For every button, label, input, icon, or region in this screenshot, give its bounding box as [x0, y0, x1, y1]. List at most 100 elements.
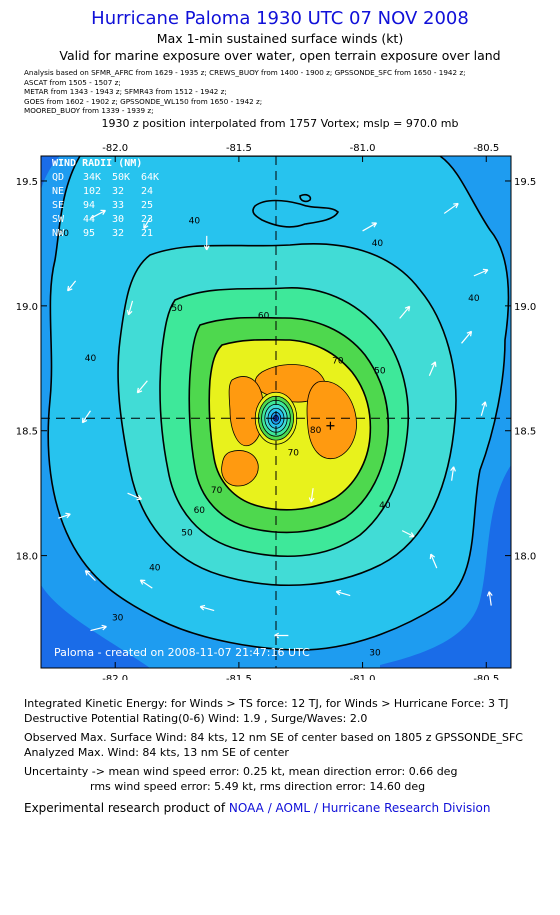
plot-frame	[40, 155, 512, 669]
x-tick-label-bottom: -81.5	[226, 674, 252, 680]
band-80kt-lobe-east	[306, 380, 357, 460]
credit-line: Experimental research product of NOAA / …	[24, 801, 490, 815]
wind-radii-cell: 30	[112, 214, 124, 225]
wind-arrow	[139, 579, 153, 589]
wind-radii-cell: 21	[141, 228, 153, 239]
y-tick-label-left: 18.5	[16, 427, 38, 438]
y-tick-label-right: 19.0	[514, 302, 536, 313]
y-tick-label-right: 18.0	[514, 552, 536, 563]
wind-radii-column: 64K	[141, 172, 159, 183]
contour-label: 30	[112, 614, 124, 624]
x-tick-label-top: -82.0	[102, 143, 128, 154]
wind-arrow	[428, 361, 437, 377]
ike-stat: Integrated Kinetic Energy: for Winds > T…	[24, 697, 509, 710]
wind-arrow	[81, 410, 91, 424]
wind-arrow	[335, 589, 351, 597]
uncertainty-mean: Uncertainty -> mean wind speed error: 0.…	[24, 765, 458, 778]
contour-label: 40	[85, 354, 97, 364]
contour-label: 50	[181, 529, 193, 539]
contour-label: 30	[58, 229, 70, 239]
wind-radii-cell: 23	[141, 214, 153, 225]
band-80kt-lobe-south	[221, 450, 259, 487]
contour-label: 40	[189, 216, 201, 226]
position-note: 1930 z position interpolated from 1757 V…	[101, 117, 459, 130]
analysis-source-line: METAR from 1343 - 1943 z; SFMR43 from 15…	[24, 87, 227, 96]
contour-label: 50	[374, 366, 386, 376]
wind-radii-cell: 33	[112, 200, 124, 211]
wind-radii-cell: NW	[52, 228, 65, 239]
x-tick-label-top: -81.0	[350, 143, 376, 154]
wind-radii-title: WIND RADII (NM)	[52, 158, 142, 169]
band-80kt-lobe-west	[228, 376, 264, 447]
analysis-source-line: Analysis based on SFMR_AFRC from 1629 - …	[24, 68, 466, 77]
wind-arrow	[461, 330, 473, 344]
wind-arrow	[58, 512, 71, 519]
wind-radii-cell: 102	[83, 186, 101, 197]
wind-arrow	[486, 591, 493, 606]
wind-arrow	[443, 202, 459, 214]
wind-arrow	[90, 209, 106, 219]
y-tick-label-left: 19.0	[16, 302, 38, 313]
wind-radii-column: 34K	[83, 172, 101, 183]
wind-arrow	[401, 530, 415, 538]
wind-radii-column: 50K	[112, 172, 130, 183]
contour-label: 50	[171, 304, 183, 314]
wind-arrow	[308, 488, 315, 503]
wind-arrow	[143, 218, 151, 229]
wind-radii-column: QD	[52, 172, 64, 183]
wind-radii-cell: NE	[52, 186, 64, 197]
wind-arrow	[67, 280, 77, 292]
x-tick-label-bottom: -82.0	[102, 674, 128, 680]
chart-title: Hurricane Paloma 1930 UTC 07 NOV 2008	[91, 8, 469, 29]
contour-label: 70	[332, 356, 344, 366]
uncertainty-rms: rms wind speed error: 5.49 kt, rms direc…	[90, 780, 426, 793]
wind-radii-cell: 25	[141, 200, 153, 211]
wind-arrow	[480, 401, 488, 416]
chart-subtitle-exposure: Valid for marine exposure over water, op…	[59, 48, 501, 63]
wind-radii-cell: 32	[112, 228, 124, 239]
analysis-source-line: GOES from 1602 - 1902 z; GPSSONDE_WL150 …	[24, 97, 263, 106]
contour-label: 70	[211, 486, 223, 496]
plot-credit-label: Paloma - created on 2008-11-07 21:47:16 …	[54, 646, 310, 659]
wind-radii-cell: 24	[141, 186, 153, 197]
contour-label: 70	[288, 449, 300, 459]
wind-arrow	[126, 300, 134, 316]
wind-arrow	[127, 492, 143, 501]
wind-radii-cell: SE	[52, 200, 64, 211]
y-tick-label-right: 19.5	[514, 177, 536, 188]
wind-radii-cell: 94	[83, 200, 95, 211]
wind-arrow	[84, 570, 96, 582]
contour-label: 40	[372, 239, 384, 249]
chart-subtitle: Max 1-min sustained surface winds (kt)	[156, 31, 404, 46]
contour-label: 60	[258, 311, 270, 321]
wind-radii-cell: 95	[83, 228, 95, 239]
wind-arrow	[90, 624, 107, 632]
wind-arrow	[199, 604, 215, 612]
contour-label: 40	[468, 294, 480, 304]
wind-arrow	[399, 305, 411, 319]
wind-arrow	[473, 268, 489, 277]
wind-arrow	[429, 553, 438, 569]
x-tick-label-bottom: -80.5	[473, 674, 499, 680]
contour-label: 30	[369, 649, 381, 659]
y-tick-label-left: 19.5	[16, 177, 38, 188]
analysis-source-line: MOORED_BUOY from 1339 - 1939 z;	[24, 106, 154, 115]
wind-arrow	[362, 222, 378, 232]
x-tick-label-top: -80.5	[473, 143, 499, 154]
analysis-source-line: ASCAT from 1505 - 1507 z;	[24, 78, 121, 87]
x-tick-label-bottom: -81.0	[350, 674, 376, 680]
wind-arrow	[450, 466, 456, 481]
contour-label: 60	[194, 506, 206, 516]
wind-arrow	[274, 632, 289, 639]
credit-org-link[interactable]: NOAA / AOML / Hurricane Research Divisio…	[228, 801, 491, 815]
island-outline	[252, 193, 339, 228]
contour-label: 80	[310, 426, 322, 436]
wind-field-chart: 30 40 40 40 40 50 60 70 50 80 70 70 60 50 40 40 30 30 WIND…	[16, 143, 537, 680]
dpr-stat: Destructive Potential Rating(0-6) Wind: …	[24, 712, 368, 725]
wind-field-layer: 30 40 40 40 40 50 60 70 50 80 70 70 60 50 40 40 30 30 WIND…	[41, 156, 511, 668]
contour-label: 40	[149, 564, 161, 574]
contour-label: 40	[379, 501, 391, 511]
y-tick-label-right: 18.5	[514, 427, 536, 438]
wind-radii-cell: 44	[83, 214, 95, 225]
wind-arrow	[203, 235, 210, 251]
